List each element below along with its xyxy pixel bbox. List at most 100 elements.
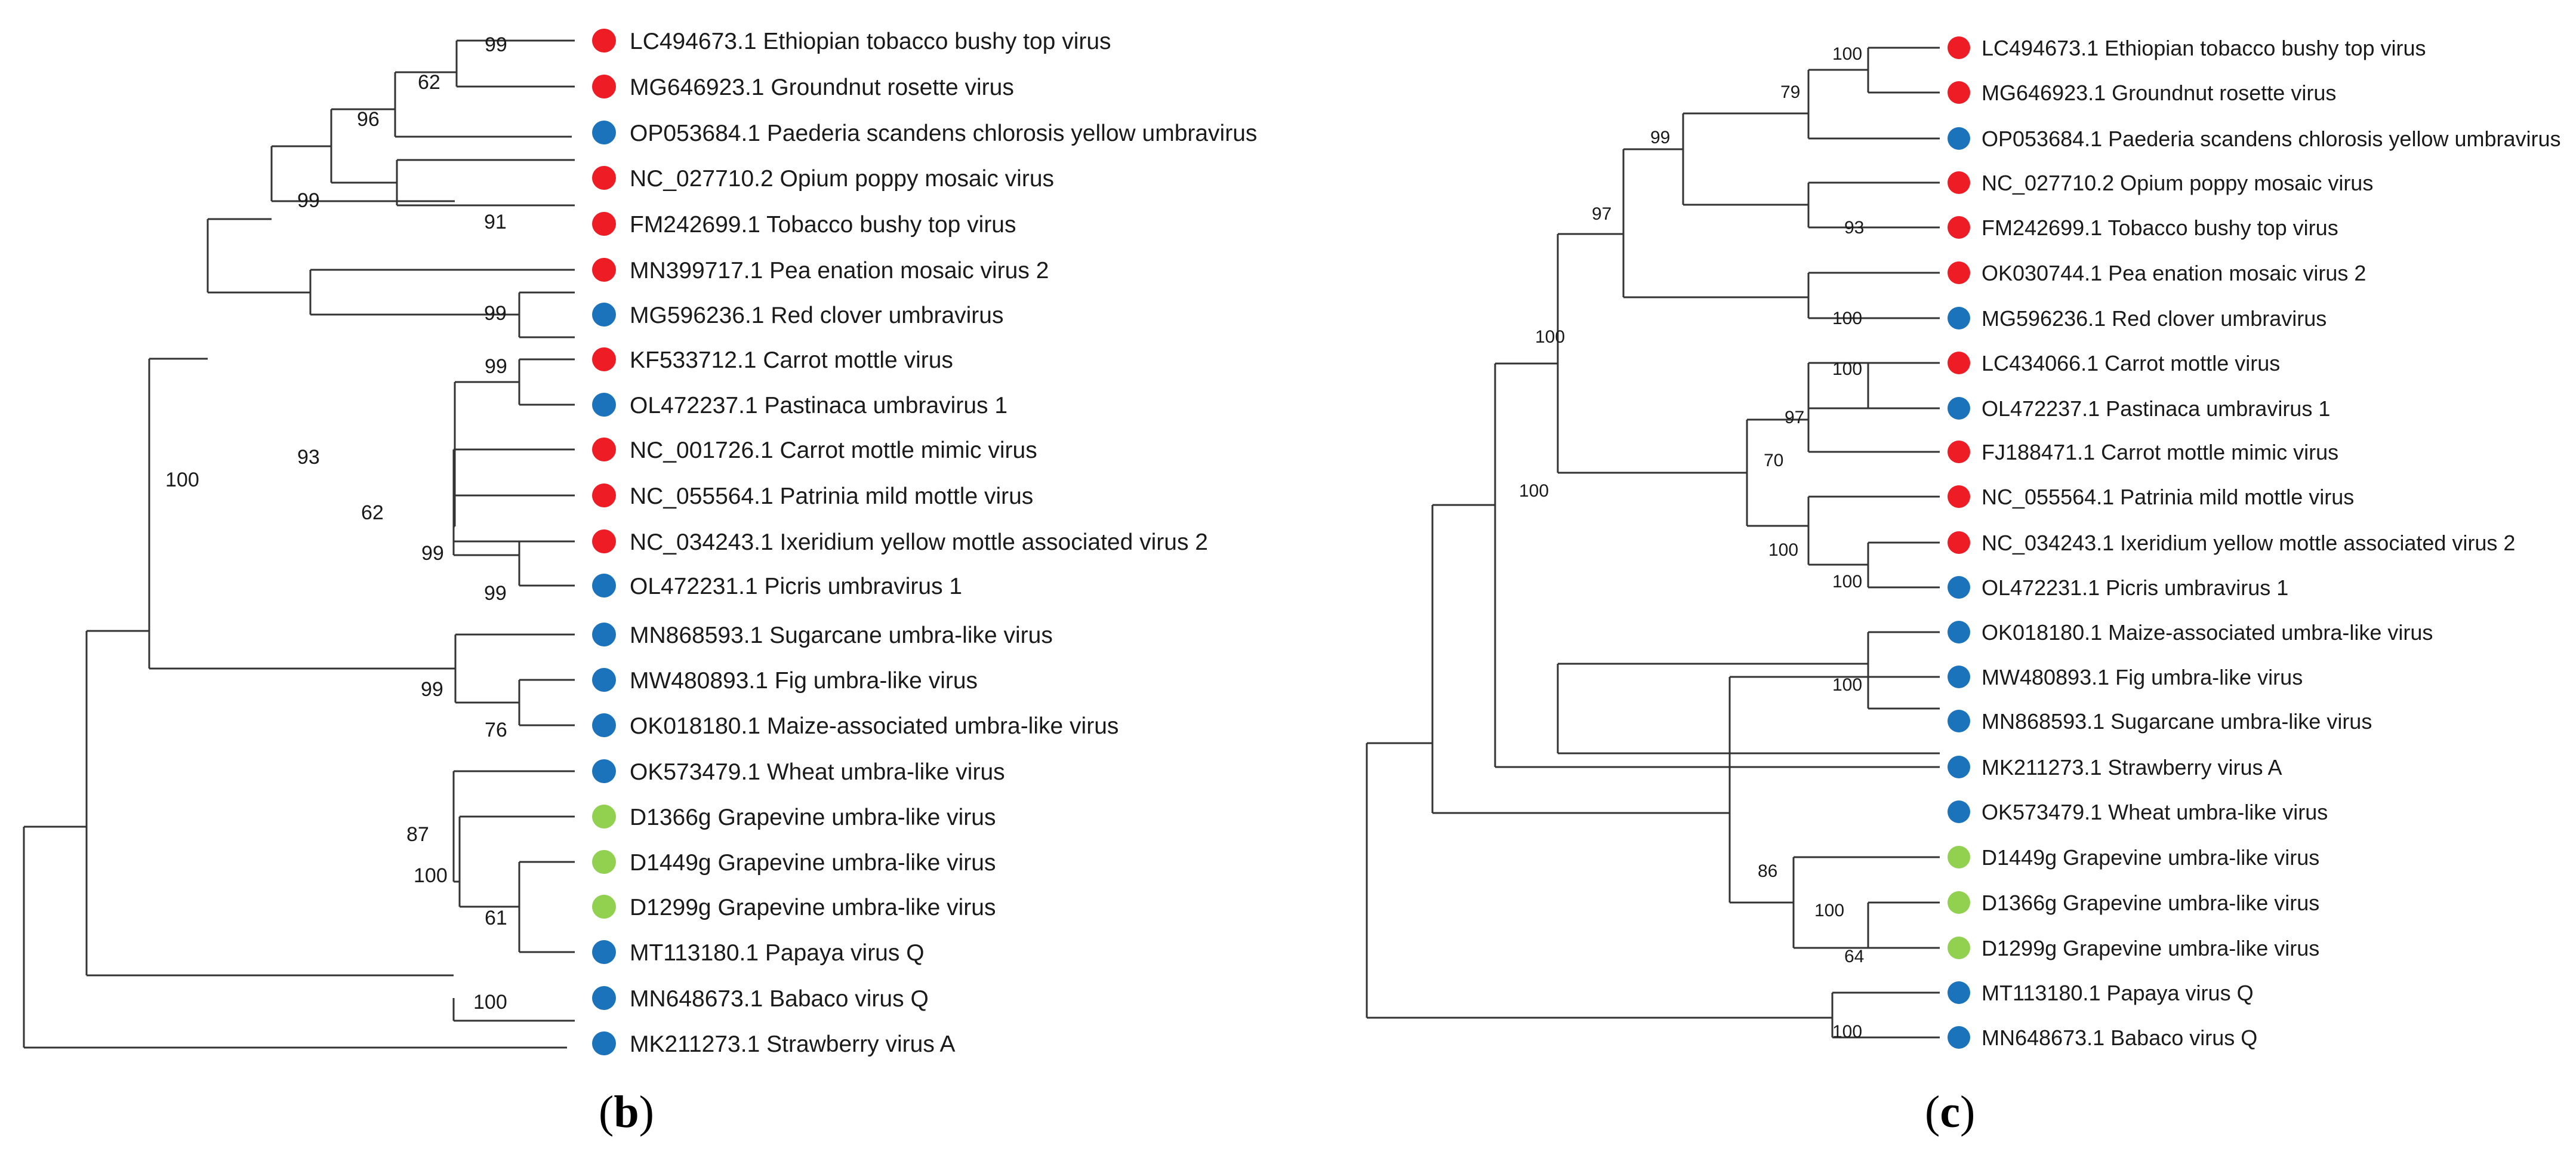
leaf-label: MN868593.1 Sugarcane umbra-like virus (630, 623, 1053, 648)
leaf: D1299g Grapevine umbra-like virus (1948, 936, 2319, 960)
leaf: FM242699.1 Tobacco bushy top virus (592, 212, 1016, 238)
bootstrap-label: 91 (484, 211, 507, 233)
leaf-label: MG646923.1 Groundnut rosette virus (630, 75, 1014, 100)
leaf-label: KF533712.1 Carrot mottle virus (630, 347, 953, 373)
branch-c-11 (1807, 386, 1940, 453)
leaf-marker (592, 212, 616, 236)
branch-b-7 (455, 39, 575, 88)
leaf-label: OK573479.1 Wheat umbra-like virus (1982, 800, 2328, 824)
bootstrap-label: 99 (485, 33, 507, 56)
leaf-label: D1299g Grapevine umbra-like virus (1982, 936, 2319, 960)
leaf-marker (592, 258, 616, 282)
leaf-marker (592, 713, 616, 737)
leaf: NC_034243.1 Ixeridium yellow mottle asso… (1948, 531, 2515, 555)
branch-b-6 (394, 71, 572, 138)
branch-c-18 (1728, 812, 1794, 904)
bootstrap-label: 99 (1650, 128, 1670, 147)
branch-c-23 (1867, 631, 1940, 710)
leaf-label: MN648673.1 Babaco virus Q (1982, 1025, 2257, 1050)
leaf-marker (1948, 36, 1970, 59)
leaf-label: NC_034243.1 Ixeridium yellow mottle asso… (630, 529, 1208, 555)
branch-b-10 (518, 291, 575, 338)
leaf-marker (592, 75, 616, 98)
branch-b-15 (518, 861, 575, 953)
bootstrap-label: 97 (1592, 204, 1611, 224)
leaf-marker (1948, 261, 1970, 284)
leaf: D1366g Grapevine umbra-like virus (592, 805, 996, 830)
branch-b-1 (85, 630, 454, 977)
leaf: MW480893.1 Fig umbra-like virus (592, 668, 978, 694)
leaf-marker (1948, 710, 1970, 732)
leaf: OP053684.1 Paederia scandens chlorosis y… (1948, 127, 2561, 151)
leaf-marker (592, 29, 616, 53)
tree-b-branches (23, 39, 575, 1049)
branch-b-22 (518, 540, 575, 587)
leaf-label: MK211273.1 Strawberry virus A (1982, 755, 2282, 780)
bootstrap-label: 93 (1844, 218, 1864, 238)
bootstrap-label: 99 (484, 582, 507, 605)
bootstrap-label: 70 (1764, 451, 1783, 470)
bootstrap-label: 96 (357, 108, 380, 131)
branch-c-8 (1807, 181, 1940, 229)
branch-c-19 (1792, 856, 1940, 949)
leaf-label: MG646923.1 Groundnut rosette virus (1982, 81, 2336, 105)
bootstrap-label: 99 (421, 542, 444, 565)
leaf: MG596236.1 Red clover umbravirus (1948, 306, 2327, 331)
leaf-label: MG596236.1 Red clover umbravirus (1982, 306, 2327, 331)
leaf-label: NC_027710.2 Opium poppy mosaic virus (1982, 171, 2373, 195)
leaf: OK573479.1 Wheat umbra-like virus (592, 759, 1005, 785)
leaf-marker (592, 303, 616, 327)
leaf: OL472237.1 Pastinaca umbravirus 1 (592, 393, 1007, 418)
leaf-marker (592, 483, 616, 507)
tree-b-bootstrap-labels: 99 62 96 91 99 99 99 93 62 99 99 100 99 … (165, 33, 507, 1014)
branch-c-7 (1867, 47, 1940, 94)
leaf-label: MK211273.1 Strawberry virus A (630, 1031, 956, 1057)
leaf-label: OK573479.1 Wheat umbra-like virus (630, 759, 1005, 785)
leaf-label: OK018180.1 Maize-associated umbra-like v… (630, 713, 1118, 739)
bootstrap-label: 86 (1758, 861, 1777, 881)
branch-c-2 (1494, 362, 1794, 768)
bootstrap-label: 100 (473, 991, 507, 1014)
bootstrap-label: 100 (1814, 901, 1844, 920)
branch-c-20 (1867, 901, 1940, 949)
branch-c-5 (1682, 112, 1808, 206)
leaf-label: OP053684.1 Paederia scandens chlorosis y… (630, 121, 1257, 146)
branch-b-11 (454, 633, 575, 704)
leaf-label: MT113180.1 Papaya virus Q (630, 940, 925, 966)
leaf-marker (1948, 397, 1970, 420)
leaf: NC_027710.2 Opium poppy mosaic virus (1948, 171, 2373, 195)
leaf-label: OK018180.1 Maize-associated umbra-like v… (1982, 620, 2433, 645)
leaf-label: LC494673.1 Ethiopian tobacco bushy top v… (1982, 36, 2426, 60)
leaf: D1449g Grapevine umbra-like virus (592, 850, 996, 876)
tree-c-branches (1366, 47, 1940, 1039)
branch-c-12 (1807, 362, 1940, 409)
leaf-marker (1948, 485, 1970, 508)
leaf-label: OL472237.1 Pastinaca umbravirus 1 (630, 393, 1007, 418)
leaf-marker (1948, 531, 1970, 554)
bootstrap-label: 62 (361, 501, 384, 524)
leaf-marker (1948, 1026, 1970, 1049)
leaf: OL472231.1 Picris umbravirus 1 (1948, 575, 2288, 600)
bootstrap-label: 99 (485, 355, 507, 378)
leaf: D1299g Grapevine umbra-like virus (592, 895, 996, 920)
leaf-label: OL472231.1 Picris umbravirus 1 (1982, 575, 2288, 600)
leaf: MT113180.1 Papaya virus Q (592, 940, 925, 966)
leaf-label: MN868593.1 Sugarcane umbra-like virus (1982, 709, 2372, 734)
leaf-label: OK030744.1 Pea enation mosaic virus 2 (1982, 261, 2366, 285)
leaf-marker (592, 805, 616, 829)
tree-panel-c: 100 79 99 93 100 97 100 97 70 100 100 10… (1366, 36, 2561, 1137)
leaf-marker (592, 668, 616, 692)
leaf-label: LC434066.1 Carrot mottle virus (1982, 351, 2280, 375)
branch-c-16 (1867, 541, 1940, 589)
leaf: NC_055564.1 Patrinia mild mottle virus (592, 483, 1033, 509)
leaf: KF533712.1 Carrot mottle virus (592, 347, 953, 373)
branch-b-0 (23, 826, 567, 1049)
leaf: MN399717.1 Pea enation mosaic virus 2 (592, 258, 1049, 284)
leaf-marker (1948, 891, 1970, 914)
leaf: MN868593.1 Sugarcane umbra-like virus (592, 623, 1053, 648)
leaf-marker (592, 529, 616, 553)
leaf-marker (592, 393, 616, 417)
branch-c-3 (1557, 233, 1747, 474)
leaf-marker (1948, 846, 1970, 868)
leaf: MN648673.1 Babaco virus Q (1948, 1025, 2257, 1050)
